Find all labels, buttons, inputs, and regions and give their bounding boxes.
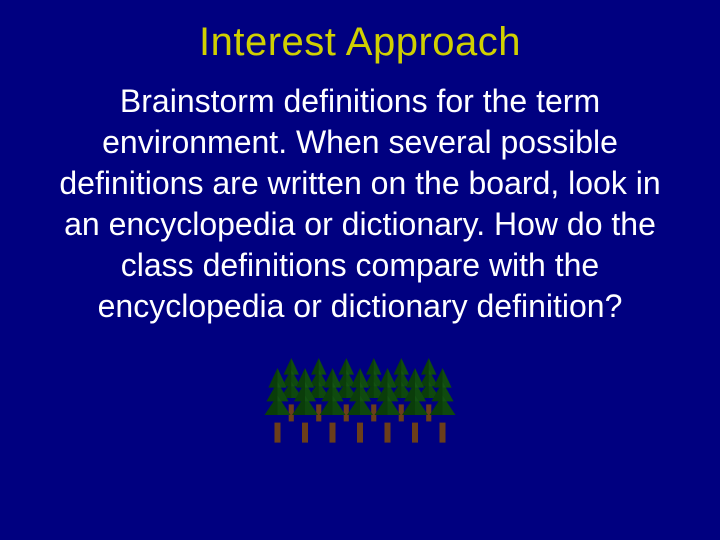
slide-title: Interest Approach [30,20,690,65]
slide-body: Brainstorm definitions for the term envi… [30,81,690,327]
slide-container: Interest Approach Brainstorm definitions… [0,0,720,540]
trees-graphic [250,328,470,468]
